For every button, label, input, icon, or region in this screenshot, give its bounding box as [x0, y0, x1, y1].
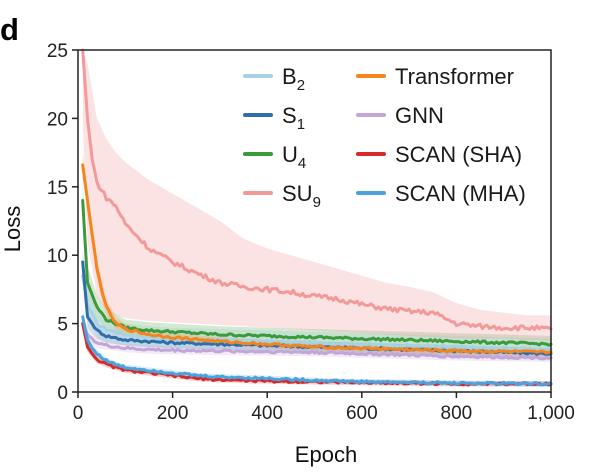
y-tick-label: 15: [47, 178, 68, 199]
series-lines: [81, 48, 553, 387]
legend-label-su9: SU9: [282, 181, 321, 211]
panel-label: d: [0, 12, 19, 47]
band-su9: [82, 50, 551, 340]
axes: 0 200 400 600 800 1,000 0 5 10 15 20 25: [47, 41, 575, 424]
plot-frame: [77, 49, 552, 393]
legend-label-s1: S1: [282, 103, 305, 133]
x-tick-label: 200: [157, 403, 189, 424]
series-line-u4: [81, 199, 553, 347]
legend-subscript: 1: [297, 116, 305, 133]
y-tick-label: 20: [47, 109, 68, 130]
legend-label-gnn: GNN: [395, 103, 444, 128]
legend-subscript: 9: [313, 194, 321, 211]
y-tick-label: 5: [57, 315, 68, 336]
x-tick-label: 1,000: [527, 403, 575, 424]
series-line-gnn: [81, 322, 553, 361]
x-axis-title: Epoch: [295, 442, 357, 467]
series-line-su9: [81, 48, 553, 332]
legend-label-transformer: Transformer: [395, 64, 514, 89]
x-tick-label: 0: [73, 403, 84, 424]
x-tick-label: 600: [346, 403, 378, 424]
x-tick-label: 800: [441, 403, 473, 424]
y-tick-label: 10: [47, 246, 68, 267]
legend: B2 S1 U4 SU9 Transformer GNN SCAN (SHA) SCAN (M…: [243, 64, 526, 211]
legend-label-u4: U4: [282, 142, 306, 172]
y-axis-title: Loss: [0, 206, 25, 252]
y-tick-label: 0: [57, 383, 68, 404]
x-tick-label: 400: [251, 403, 283, 424]
legend-subscript: 4: [298, 155, 306, 172]
y-tick-label: 25: [47, 41, 68, 62]
band-b2: [82, 259, 551, 361]
legend-label-scan-sha-: SCAN (SHA): [395, 142, 522, 167]
series-line-scan-mha-: [81, 315, 553, 387]
series-line-transformer: [81, 163, 553, 355]
legend-label-scan-mha-: SCAN (MHA): [395, 181, 526, 206]
legend-label-b2: B2: [282, 64, 305, 94]
legend-subscript: 2: [297, 77, 305, 94]
